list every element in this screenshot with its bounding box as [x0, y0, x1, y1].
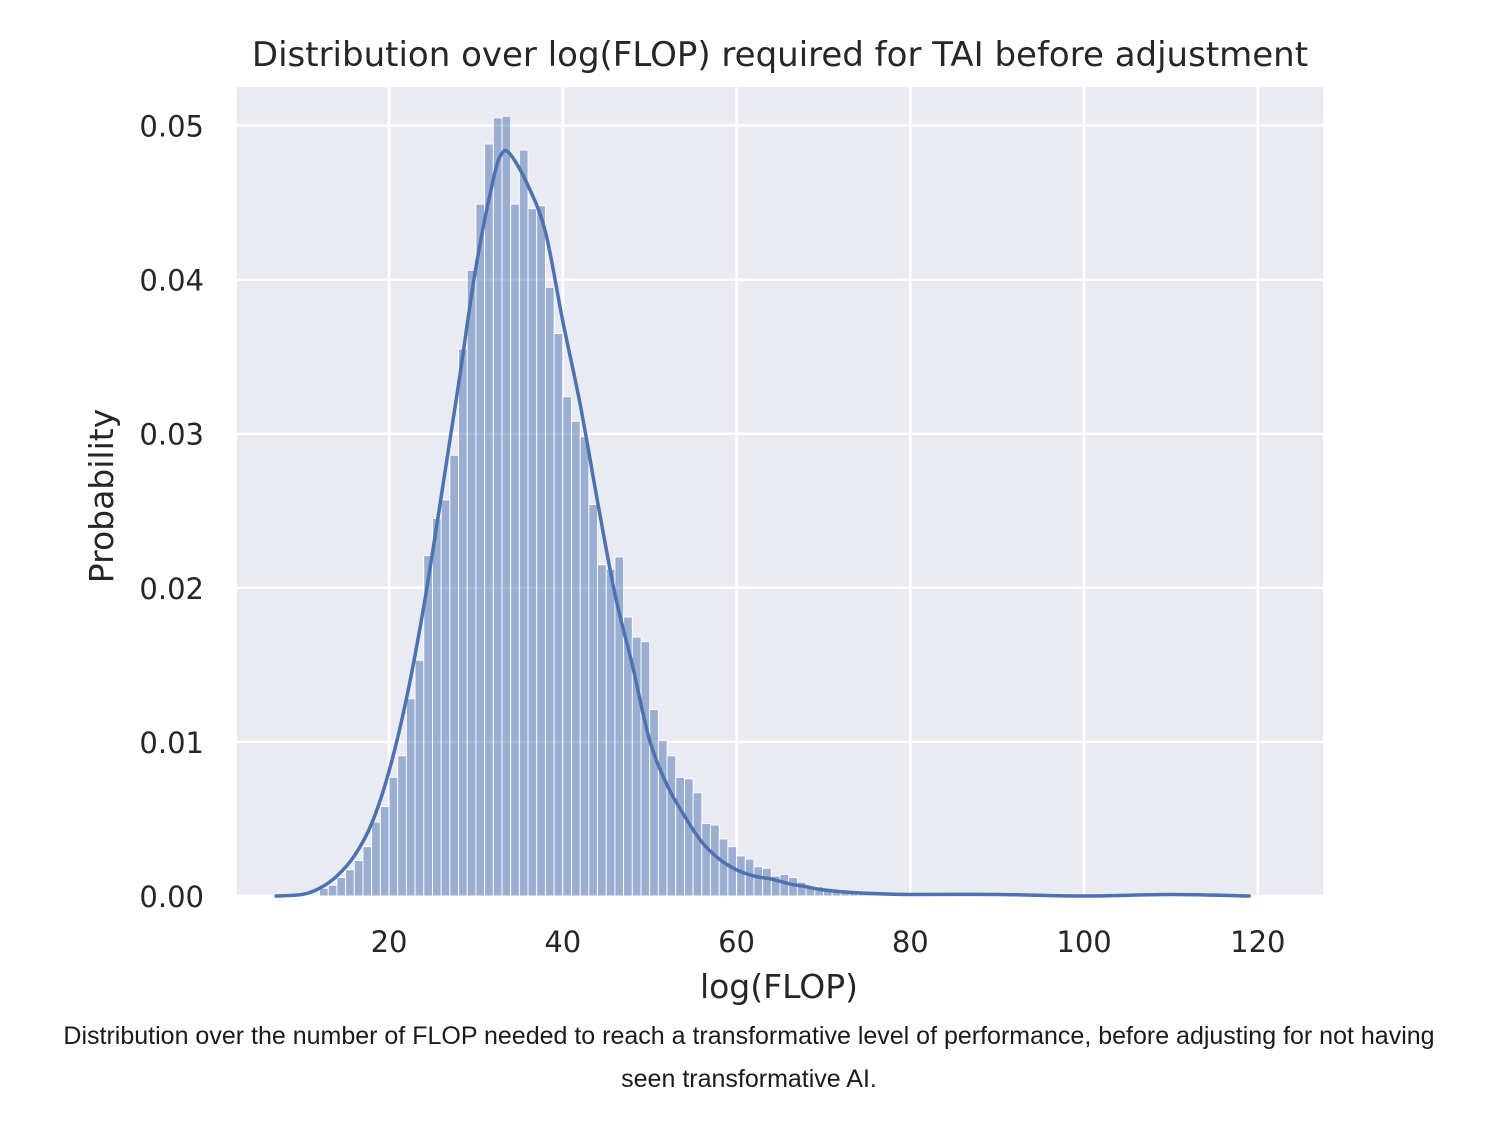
- histogram-bar: [449, 454, 459, 897]
- histogram-bar: [544, 286, 555, 897]
- histogram-bar: [718, 838, 729, 897]
- histogram-bar: [762, 867, 772, 897]
- histogram-bar: [527, 208, 538, 897]
- histogram-bar: [466, 269, 477, 897]
- histogram-bar: [710, 824, 720, 897]
- histogram-bar: [518, 149, 529, 897]
- histogram-bars: [319, 115, 885, 897]
- histogram-bar: [414, 659, 425, 897]
- y-tick-label: 0.04: [139, 264, 204, 298]
- histogram-bar: [640, 641, 651, 897]
- histogram-bar: [336, 877, 347, 897]
- histogram-chart: Distribution over log(FLOP) required for…: [82, 35, 1323, 1006]
- histogram-bar: [327, 884, 338, 897]
- histogram-bar: [744, 858, 755, 897]
- histogram-bar: [727, 846, 738, 897]
- histogram-bar: [597, 564, 607, 897]
- histogram-bar: [362, 846, 373, 897]
- histogram-bar: [692, 792, 703, 897]
- kde-curve-layer: [274, 148, 1251, 898]
- histogram-bar: [736, 855, 746, 897]
- histogram-bar: [388, 776, 399, 897]
- histogram-bar: [371, 821, 381, 897]
- histogram-bar: [492, 117, 503, 897]
- figure-caption: Distribution over the number of FLOP nee…: [63, 1022, 1435, 1093]
- y-tick-label: 0.02: [139, 572, 204, 606]
- histogram-bar: [475, 203, 486, 897]
- y-tick-label: 0.05: [139, 110, 204, 144]
- histogram-bar: [353, 860, 364, 897]
- x-tick-label: 100: [1056, 925, 1111, 959]
- histogram-bar: [562, 396, 572, 897]
- chart-title: Distribution over log(FLOP) required for…: [252, 35, 1308, 75]
- x-tick-label: 60: [718, 925, 755, 959]
- kde-line: [274, 148, 1251, 898]
- histogram-bar: [779, 873, 790, 897]
- histogram-bar: [432, 518, 442, 897]
- histogram-bar: [657, 739, 668, 897]
- histogram-bar: [753, 866, 764, 897]
- histogram-bar: [649, 709, 659, 897]
- x-tick-label: 20: [371, 925, 408, 959]
- histogram-bar: [579, 436, 590, 897]
- y-tick-label: 0.01: [139, 726, 204, 760]
- y-tick-label: 0.03: [139, 418, 204, 452]
- histogram-bar: [484, 143, 494, 897]
- histogram-bar: [553, 333, 564, 897]
- y-tick-label: 0.00: [139, 880, 204, 914]
- histogram-bar: [683, 778, 694, 897]
- x-tick-labels: 20 40 60 80 100 120: [371, 925, 1286, 959]
- y-tick-labels: 0.00 0.01 0.02 0.03 0.04 0.05: [139, 110, 204, 914]
- histogram-bar: [379, 806, 390, 897]
- x-axis-label: log(FLOP): [700, 967, 858, 1006]
- histogram-bar: [701, 823, 711, 897]
- histogram-bar: [571, 420, 581, 897]
- histogram-bar: [605, 568, 616, 897]
- x-tick-label: 80: [892, 925, 929, 959]
- histogram-bar: [440, 499, 451, 897]
- x-tick-label: 120: [1230, 925, 1285, 959]
- histogram-bar: [458, 348, 468, 897]
- histogram-bar: [345, 869, 355, 897]
- x-tick-label: 40: [544, 925, 581, 959]
- histogram-bar: [510, 203, 520, 897]
- histogram-bar: [666, 755, 677, 897]
- histogram-bar: [675, 776, 685, 897]
- histogram-bar: [397, 755, 407, 897]
- histogram-bar: [501, 115, 512, 897]
- histogram-bar: [588, 504, 599, 897]
- y-axis-label: Probability: [82, 409, 121, 583]
- histogram-bar: [536, 205, 546, 897]
- histogram-bar: [405, 698, 416, 897]
